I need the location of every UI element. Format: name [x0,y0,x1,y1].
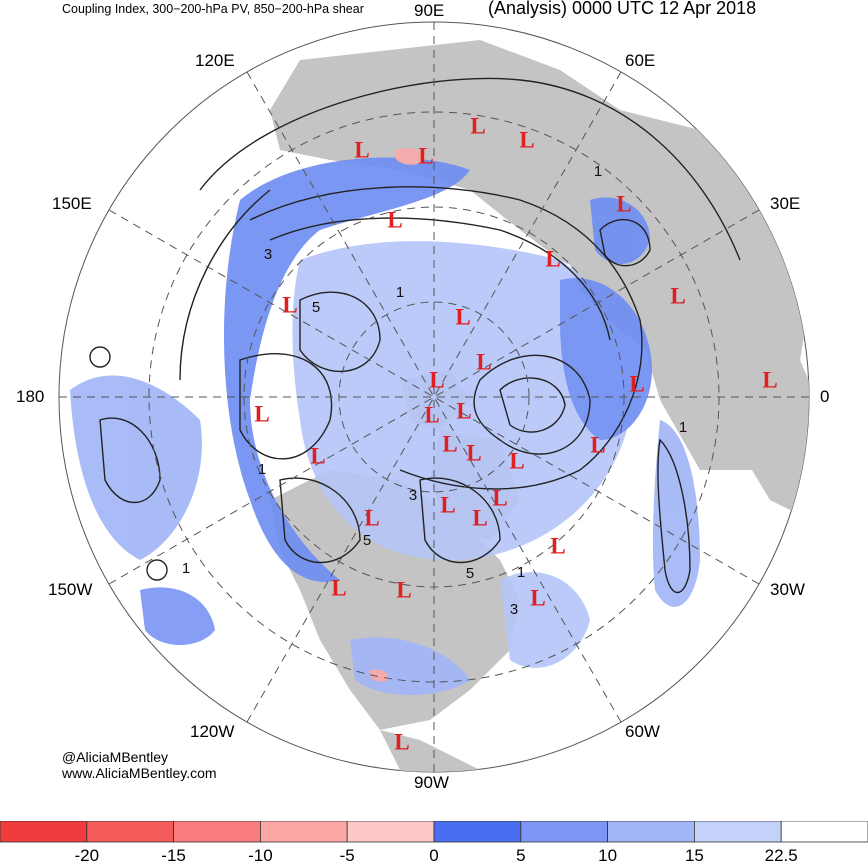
low-pressure-marker: L [455,304,470,329]
colorbar-tick-label: 10 [598,846,618,865]
shade-central-ring [292,241,632,560]
low-pressure-marker: L [470,113,485,138]
shade-pink-2 [370,669,389,682]
contour-label: 1 [594,163,602,180]
low-pressure-marker: L [394,729,409,754]
low-pressure-marker: L [442,431,457,456]
shade-north-pacific [70,375,202,560]
low-pressure-marker: L [429,367,444,392]
shade-hawaii-region [140,587,215,645]
longitude-label-150w: 150W [48,580,93,599]
chart-title-left: Coupling Index, 300−200-hPa PV, 850−200-… [62,2,364,16]
low-pressure-marker: L [545,246,560,271]
longitude-label-90w: 90W [414,773,449,792]
longitude-label-90e: 90E [414,1,445,20]
longitude-label-30e: 30E [770,194,801,213]
low-pressure-marker: L [354,137,369,162]
land-central-america [380,730,500,772]
low-pressure-marker: L [310,443,325,468]
colorbar-segment [520,821,608,843]
shade-europe-blue [560,278,652,440]
colorbar-tick-label: 5 [516,846,526,865]
low-pressure-marker: L [282,292,297,317]
low-pressure-marker: L [254,401,269,426]
low-pressure-marker: L [466,440,481,465]
contour-label: 5 [466,565,474,582]
low-pressure-marker: L [472,505,487,530]
colorbar-segment [173,821,261,843]
low-pressure-marker: L [364,505,379,530]
contour-label: 1 [182,560,190,577]
pv-contours [89,77,741,593]
contour-label: 1 [679,419,687,436]
longitude-label-120w: 120W [190,722,235,741]
shade-gulf-atlantic [500,572,590,668]
colorbar-segment [780,821,868,843]
contour-label: 3 [264,246,272,263]
longitude-label-180: 180 [16,387,45,406]
longitude-label-150e: 150E [52,194,92,213]
longitude-label-0: 0 [820,387,830,406]
low-pressure-marker: L [387,207,402,232]
colorbar-tick-label: -15 [161,846,186,865]
low-pressure-marker: L [550,533,565,558]
low-pressure-marker: L [331,575,346,600]
colorbar-tick-label: 15 [684,846,704,865]
contour-labels: 1 3 5 1 1 3 5 1 1 5 1 3 [182,163,687,618]
low-pressure-marker: L [424,402,439,427]
contour-label: 1 [258,461,266,478]
low-pressure-marker: L [509,448,524,473]
colorbar-segment [0,821,88,843]
graticule [59,22,809,772]
low-pressure-marker: L [456,398,471,423]
longitude-label-60w: 60W [625,722,660,741]
low-pressure-marker: L [762,367,777,392]
low-pressure-marker: L [440,492,455,517]
colorbar-segment [607,821,695,843]
contour-label: 5 [363,532,371,549]
shade-pacific-ring [223,157,470,582]
land-asia [270,40,809,470]
colorbar [0,821,868,843]
shade-scandinavia [590,197,650,264]
contour-label: 3 [510,601,518,618]
colorbar-segment [86,821,175,843]
low-pressure-marker: L [396,577,411,602]
low-pressure-marker: L [519,127,534,152]
colorbar-segment [694,821,782,843]
longitude-label-30w: 30W [770,580,805,599]
longitude-label-60e: 60E [625,51,656,70]
colorbar-tick-label: -5 [339,846,355,865]
credit-website: www.AliciaMBentley.com [62,765,217,781]
longitude-label-120e: 120E [195,51,235,70]
colorbar-tick-label: 22.5 [764,846,798,865]
contour-label: 5 [312,299,320,316]
low-pressure-marker: L [590,432,605,457]
low-pressure-marker: L [629,371,644,396]
low-pressure-marker: L [476,349,491,374]
colorbar-segment [259,821,348,843]
contour-label: 1 [396,284,404,301]
chart-title-right: (Analysis) 0000 UTC 12 Apr 2018 [488,0,757,18]
low-pressure-marker: L [418,143,433,168]
colorbar-segment [433,821,522,843]
shade-pink-1 [395,148,425,165]
colorbar-tick-label: -10 [248,846,273,865]
low-pressure-marker: L [670,283,685,308]
colorbar-tick-label: -20 [74,846,100,865]
colorbar-segment [346,821,435,843]
contour-label: 1 [517,564,525,581]
low-pressure-marker: L [492,485,507,510]
low-pressure-marker: L [530,585,545,610]
credit-handle: @AliciaMBentley [62,749,169,765]
contour-label: 3 [409,487,417,504]
low-pressure-marker: L [616,191,631,216]
colorbar-tick-label: 0 [429,846,439,865]
